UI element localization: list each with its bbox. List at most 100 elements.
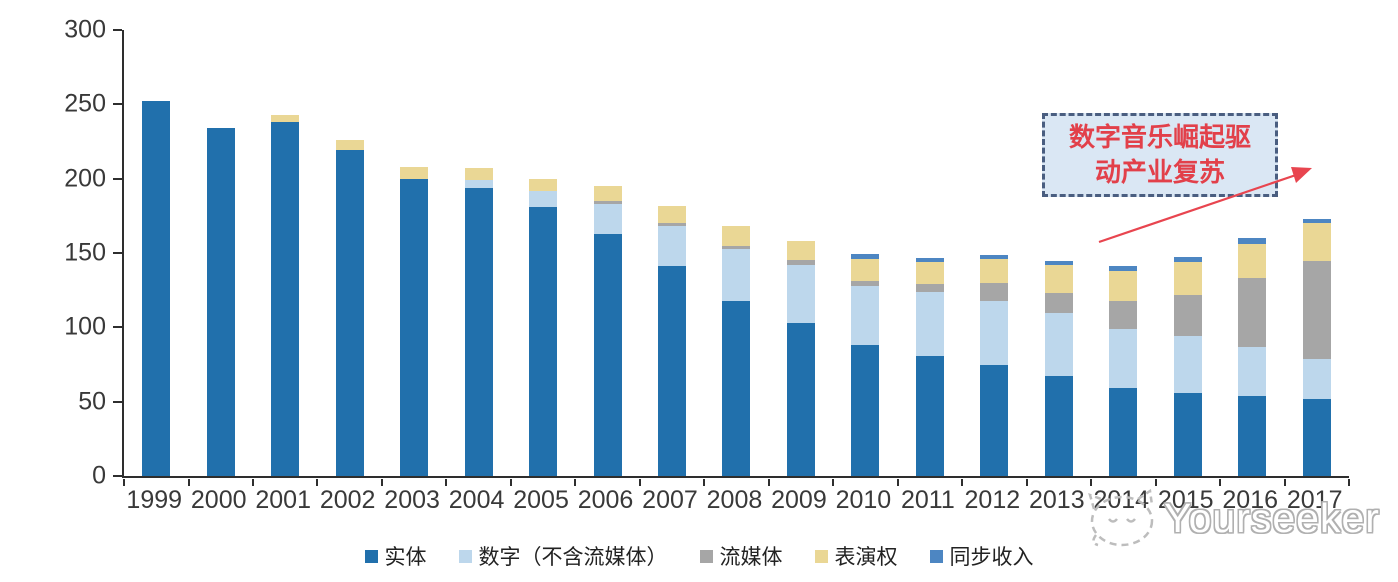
segment-2012-数字（不含流媒体） [980,300,1009,365]
stacked-bar-2015 [1173,257,1202,476]
legend-item-数字（不含流媒体）: 数字（不含流媒体） [458,541,668,571]
y-axis-tick [112,475,122,477]
stacked-bar-2006 [593,186,622,476]
segment-2008-表演权 [722,226,751,246]
x-axis-tick [1348,478,1350,486]
segment-2016-同步收入 [1238,238,1267,245]
bar-slot-2010 [833,30,897,476]
annotation-arrow [1098,167,1312,244]
segment-2006-数字（不含流媒体） [593,204,622,234]
segment-2017-数字（不含流媒体） [1302,358,1331,399]
bar-slot-2011 [898,30,962,476]
segment-2013-流媒体 [1044,293,1073,313]
x-axis-tick [767,478,770,486]
legend-swatch-icon [458,549,472,563]
y-axis-tick [112,252,122,254]
x-axis-tick [703,478,706,486]
watermark-brand: Yourseeker [1164,494,1380,541]
stacked-bar-2013 [1044,260,1073,476]
segment-2002-表演权 [335,140,364,151]
x-axis-tick [961,478,964,486]
segment-2000-实体 [206,128,235,476]
y-tick-label-250: 250 [64,89,106,118]
legend-label: 数字（不含流媒体） [478,545,668,569]
x-tick-label-2011: 2011 [900,486,955,514]
segment-2003-表演权 [400,166,429,179]
y-tick-label-100: 100 [64,312,106,341]
x-tick-label-2010: 2010 [835,486,892,514]
segment-2009-实体 [786,322,815,476]
bar-slot-1999 [124,30,188,476]
segment-2008-实体 [722,300,751,476]
x-axis-tick [896,478,899,486]
x-tick-label-2017: 2017 [1286,486,1343,514]
x-tick-label-2014: 2014 [1093,486,1150,514]
y-tick-label-200: 200 [64,164,106,193]
cat-face-logo-icon [1088,488,1154,547]
y-tick-label-300: 300 [64,15,106,44]
x-tick-label-2008: 2008 [706,486,763,514]
segment-2006-表演权 [593,186,622,202]
segment-2012-实体 [980,364,1009,476]
segment-2007-数字（不含流媒体） [657,226,686,267]
x-tick-label-2007: 2007 [642,486,698,514]
segment-2009-表演权 [786,241,815,261]
segment-2004-表演权 [464,168,493,181]
segment-2011-数字（不含流媒体） [915,291,944,356]
segment-2014-实体 [1109,388,1138,476]
x-axis-tick [123,478,125,486]
x-axis-tick [832,478,835,486]
segment-1999-实体 [142,101,171,476]
legend-label: 同步收入 [949,545,1034,569]
bar-slot-2004 [446,30,510,476]
legend-swatch-icon [699,549,713,563]
segment-2012-表演权 [980,259,1009,283]
x-tick-label-2006: 2006 [577,486,634,514]
x-tick-label-2012: 2012 [964,486,1021,514]
segment-2005-表演权 [529,178,558,191]
chart-legend: 实体 数字（不含流媒体） 流媒体 表演权 同步收入 [0,541,1398,571]
stacked-bar-2011 [915,257,944,476]
segment-2012-流媒体 [980,282,1009,301]
x-tick-label-2000: 2000 [190,486,247,514]
x-axis-tick [1283,478,1286,486]
segment-2014-流媒体 [1109,300,1138,329]
annotation-callout: 数字音乐崛起驱 动产业复苏 [1042,113,1278,197]
bar-slot-2012 [962,30,1026,476]
segment-2005-实体 [529,206,558,476]
segment-2016-实体 [1238,395,1267,476]
segment-2011-同步收入 [915,257,944,263]
segment-2017-同步收入 [1302,218,1331,224]
segment-2014-表演权 [1109,270,1138,301]
x-tick-label-2004: 2004 [448,486,505,514]
y-axis-tick [112,103,122,106]
x-axis-tick [187,478,190,486]
stacked-bar-2016 [1238,238,1267,476]
y-tick-label-0: 0 [92,461,106,490]
segment-2004-数字（不含流媒体） [464,180,493,188]
x-axis-tick [1025,478,1028,486]
segment-2007-实体 [657,266,686,476]
segment-2008-数字（不含流媒体） [722,248,751,301]
legend-label: 流媒体 [719,545,783,569]
legend-item-流媒体: 流媒体 [699,541,783,571]
y-axis-tick [112,29,122,31]
bar-slot-2006 [575,30,639,476]
stacked-bar-2010 [851,254,880,476]
x-axis-tick [1219,478,1222,486]
segment-2017-流媒体 [1302,260,1331,359]
x-axis-tick [1090,478,1093,486]
bar-slot-2008 [704,30,768,476]
segment-2001-表演权 [271,114,300,123]
segment-2011-实体 [915,355,944,476]
segment-2007-流媒体 [657,223,686,227]
segment-2013-实体 [1044,376,1073,476]
stacked-bar-2002 [335,140,364,476]
segment-2017-实体 [1302,398,1331,476]
segment-2013-同步收入 [1044,260,1073,266]
legend-item-表演权: 表演权 [814,541,898,571]
legend-label: 表演权 [834,545,898,569]
stacked-bar-2001 [271,114,300,476]
bar-slot-2014 [1091,30,1155,476]
x-axis-tick [574,478,577,486]
